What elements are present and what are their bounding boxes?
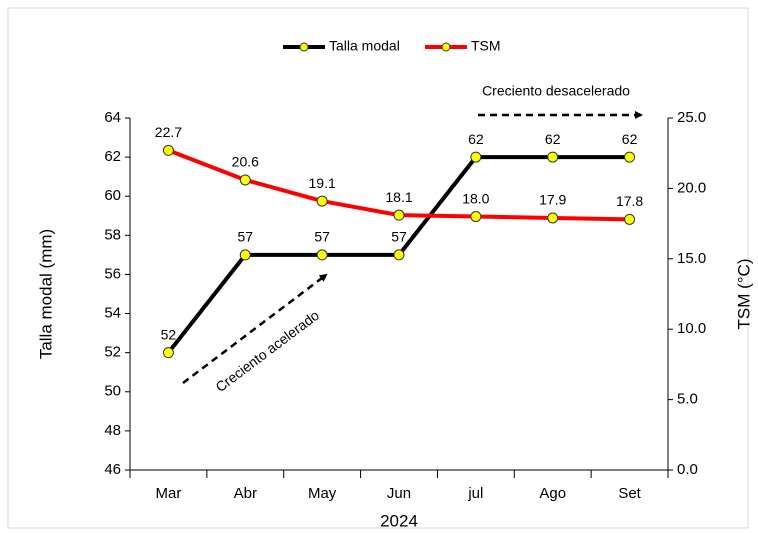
- legend-marker: [441, 42, 451, 52]
- y2-tick-label: 10.0: [677, 320, 706, 337]
- y-tick-label: 48: [104, 422, 121, 439]
- x-tick-label: Mar: [156, 485, 182, 502]
- data-label: 19.1: [309, 175, 336, 191]
- legend-label: Talla modal: [329, 38, 400, 54]
- y-tick-label: 54: [104, 305, 121, 322]
- data-label: 22.7: [155, 124, 182, 140]
- legend-label: TSM: [471, 38, 501, 54]
- x-tick-label: Set: [618, 485, 641, 502]
- y2-tick-label: 15.0: [677, 250, 706, 267]
- chart-frame: [7, 7, 749, 529]
- y2-tick-label: 0.0: [677, 461, 698, 478]
- x-tick-label: Ago: [539, 485, 566, 502]
- annotation-arrow: [182, 273, 328, 384]
- data-label: 62: [545, 131, 561, 147]
- marker: [316, 249, 328, 261]
- data-label: 18.1: [385, 189, 412, 205]
- marker: [624, 151, 636, 163]
- data-label: 17.8: [616, 193, 643, 209]
- legend-marker: [299, 42, 309, 52]
- marker: [547, 151, 559, 163]
- y2-axis-label: TSM (°C): [734, 258, 753, 329]
- marker: [162, 347, 174, 359]
- y2-tick-label: 25.0: [677, 109, 706, 126]
- y-tick-label: 52: [104, 344, 121, 361]
- y-tick-label: 64: [104, 109, 121, 126]
- y-tick-label: 56: [104, 265, 121, 282]
- data-label: 17.9: [539, 192, 566, 208]
- y-tick-label: 46: [104, 461, 121, 478]
- data-label: 57: [391, 229, 407, 245]
- marker: [470, 211, 482, 223]
- y-tick-label: 50: [104, 383, 121, 400]
- marker: [393, 249, 405, 261]
- y-tick-label: 60: [104, 187, 121, 204]
- data-label: 20.6: [232, 154, 259, 170]
- x-axis-label: 2024: [380, 511, 418, 530]
- annotation: Creciento desacelerado: [482, 83, 630, 99]
- marker: [239, 174, 251, 186]
- marker: [547, 212, 559, 224]
- data-label: 62: [468, 131, 484, 147]
- data-label: 57: [237, 229, 253, 245]
- marker: [239, 249, 251, 261]
- y-tick-label: 62: [104, 148, 121, 165]
- data-label: 57: [314, 229, 330, 245]
- x-tick-label: Jun: [387, 485, 411, 502]
- marker: [393, 209, 405, 221]
- data-label: 62: [622, 131, 638, 147]
- y2-tick-label: 20.0: [677, 179, 706, 196]
- y-axis-label: Talla modal (mm): [36, 229, 55, 359]
- x-tick-label: May: [308, 485, 337, 502]
- annotation: Creciento acelerado: [212, 307, 322, 395]
- data-label: 52: [161, 326, 177, 342]
- data-label: 18.0: [462, 190, 489, 206]
- y-tick-label: 58: [104, 226, 121, 243]
- x-tick-label: jul: [467, 485, 483, 502]
- marker: [316, 195, 328, 207]
- y2-tick-label: 5.0: [677, 391, 698, 408]
- marker: [470, 151, 482, 163]
- marker: [624, 213, 636, 225]
- marker: [162, 144, 174, 156]
- x-tick-label: Abr: [234, 485, 257, 502]
